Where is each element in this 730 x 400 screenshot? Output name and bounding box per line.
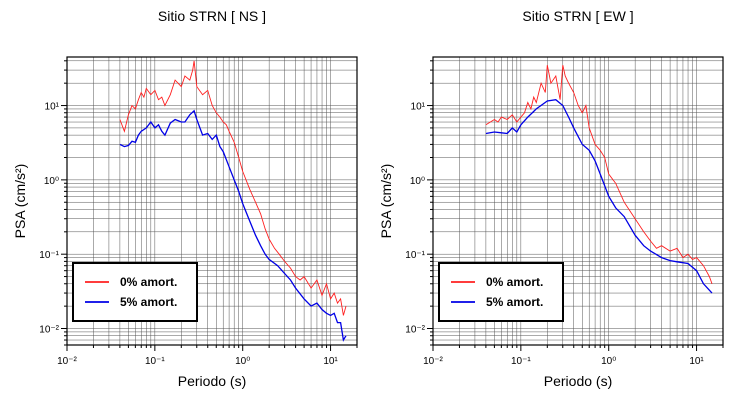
legend: 0% amort. 5% amort. <box>438 262 564 322</box>
legend-label: 0% amort. <box>486 275 543 289</box>
y-axis-label: PSA (cm/s²) <box>378 164 394 239</box>
y-tick-label: 10⁻² <box>405 325 425 336</box>
y-tick-label: 10⁰ <box>44 176 59 187</box>
series-line-damped <box>485 99 713 294</box>
series-line-undamped <box>119 60 347 316</box>
x-tick-label: 10¹ <box>323 356 338 367</box>
x-axis-label: Periodo (s) <box>544 373 612 389</box>
tick-marks <box>61 60 358 351</box>
series-line-damped <box>119 109 347 342</box>
y-axis-label: PSA (cm/s²) <box>12 164 28 239</box>
y-tick-label: 10⁰ <box>410 176 425 187</box>
y-tick-label: 10⁻¹ <box>405 250 425 261</box>
plot-frame <box>432 56 724 346</box>
x-tick-label: 10⁻² <box>423 356 443 367</box>
legend: 0% amort. 5% amort. <box>72 262 198 322</box>
chart-title: Sitio STRN [ EW ] <box>522 8 633 24</box>
x-tick-label: 10⁰ <box>601 356 616 367</box>
x-tick-label: 10⁰ <box>235 356 250 367</box>
y-tick-label: 10¹ <box>411 102 426 113</box>
legend-label: 5% amort. <box>120 295 177 309</box>
x-axis-label: Periodo (s) <box>178 373 246 389</box>
y-tick-label: 10¹ <box>45 102 60 113</box>
legend-box <box>72 262 198 322</box>
x-tick-label: 10⁻² <box>57 356 77 367</box>
legend-label: 0% amort. <box>120 275 177 289</box>
chart-panel-1: Sitio STRN [ EW ] 10⁻² 10⁻¹ 10⁰ 10¹ 10⁻² 10⁻¹ 1… <box>378 8 724 389</box>
chart-title: Sitio STRN [ NS ] <box>158 8 266 24</box>
plot-frame <box>66 56 358 346</box>
x-tick-label: 10⁻¹ <box>145 356 165 367</box>
legend-box <box>438 262 564 322</box>
x-tick-label: 10¹ <box>689 356 704 367</box>
series-line-undamped <box>485 65 713 284</box>
x-tick-label: 10⁻¹ <box>511 356 531 367</box>
legend-label: 5% amort. <box>486 295 543 309</box>
chart-panel-0: Sitio STRN [ NS ] 10⁻² 10⁻¹ 10⁰ 10¹ 10⁻² 10⁻¹ 1… <box>12 8 358 389</box>
y-tick-label: 10⁻² <box>39 325 59 336</box>
tick-marks <box>427 60 724 351</box>
y-tick-label: 10⁻¹ <box>39 250 59 261</box>
